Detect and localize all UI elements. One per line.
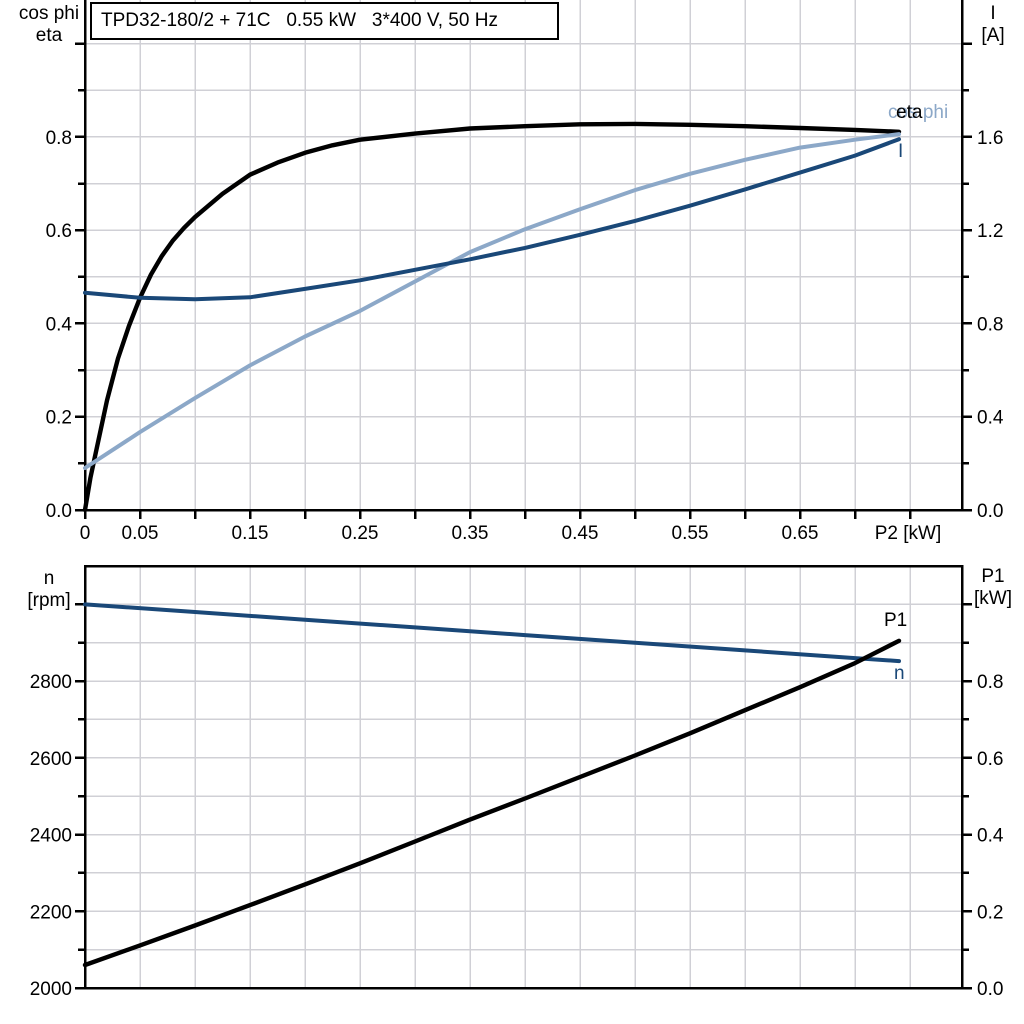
left-tick-label: 2600 bbox=[30, 749, 72, 770]
series-speed bbox=[83, 602, 901, 664]
x-tick-label: 0.25 bbox=[342, 523, 379, 544]
right-tick-label: 0.4 bbox=[977, 826, 1004, 847]
right-tick-label: 0.2 bbox=[977, 902, 1003, 923]
right-tick-label: 0.4 bbox=[977, 408, 1004, 429]
bottom-right-axis-title-line1: P1 bbox=[981, 566, 1005, 587]
series-eta bbox=[82, 121, 902, 513]
right-tick-label: 0.8 bbox=[977, 314, 1003, 335]
x-tick-label: 0.15 bbox=[232, 523, 269, 544]
plot-frame bbox=[83, 564, 964, 990]
x-axis-label: P2 [kW] bbox=[875, 523, 942, 544]
top-left-axis-title-line2: eta bbox=[35, 25, 63, 46]
right-tick-label: 0.0 bbox=[977, 501, 1003, 522]
top-right-axis-title-line1: I bbox=[990, 3, 996, 24]
left-tick-label: 2000 bbox=[30, 979, 72, 1000]
curve-label-input-power: P1 bbox=[884, 610, 908, 631]
x-tick-label: 0.55 bbox=[672, 523, 709, 544]
series-input-power bbox=[82, 638, 902, 968]
right-tick-label: 1.2 bbox=[977, 221, 1003, 242]
x-tick-label: 0 bbox=[80, 523, 91, 544]
left-tick-label: 2400 bbox=[30, 826, 72, 847]
series-cos-phi bbox=[83, 132, 901, 470]
top-left-axis-title-line1: cos phi bbox=[18, 3, 80, 24]
curve-label-current: I bbox=[898, 141, 904, 162]
left-tick-label: 0.6 bbox=[46, 221, 72, 242]
curve-label-speed: n bbox=[894, 663, 905, 684]
left-tick-label: 0.2 bbox=[46, 408, 72, 429]
plot-frame bbox=[83, 0, 964, 512]
x-tick-label: 0.35 bbox=[452, 523, 489, 544]
right-tick-label: 0.8 bbox=[977, 672, 1003, 693]
right-tick-label: 0.6 bbox=[977, 749, 1003, 770]
left-tick-label: 2200 bbox=[30, 902, 72, 923]
bottom-right-axis-title-line2: [kW] bbox=[974, 588, 1012, 609]
curve-label-cos-phi: cos phi bbox=[888, 102, 949, 123]
right-tick-label: 1.6 bbox=[977, 128, 1003, 149]
top-right-axis-title-line2: [A] bbox=[981, 25, 1005, 46]
x-tick-label: 0.05 bbox=[122, 523, 159, 544]
bottom-left-axis-title-line2: [rpm] bbox=[27, 590, 71, 611]
x-tick-label: 0.45 bbox=[562, 523, 599, 544]
left-tick-label: 2800 bbox=[30, 672, 72, 693]
x-tick-label: 0.65 bbox=[782, 523, 819, 544]
left-tick-label: 0.4 bbox=[46, 314, 73, 335]
left-tick-label: 0.8 bbox=[46, 128, 72, 149]
series-current bbox=[83, 137, 901, 302]
right-tick-label: 0.0 bbox=[977, 979, 1003, 1000]
bottom-left-axis-title-line1: n bbox=[43, 568, 55, 589]
left-tick-label: 0.0 bbox=[46, 501, 72, 522]
chart-title: TPD32-180/2 + 71C 0.55 kW 3*400 V, 50 Hz bbox=[90, 2, 559, 40]
curve-label-eta: eta bbox=[896, 102, 923, 123]
